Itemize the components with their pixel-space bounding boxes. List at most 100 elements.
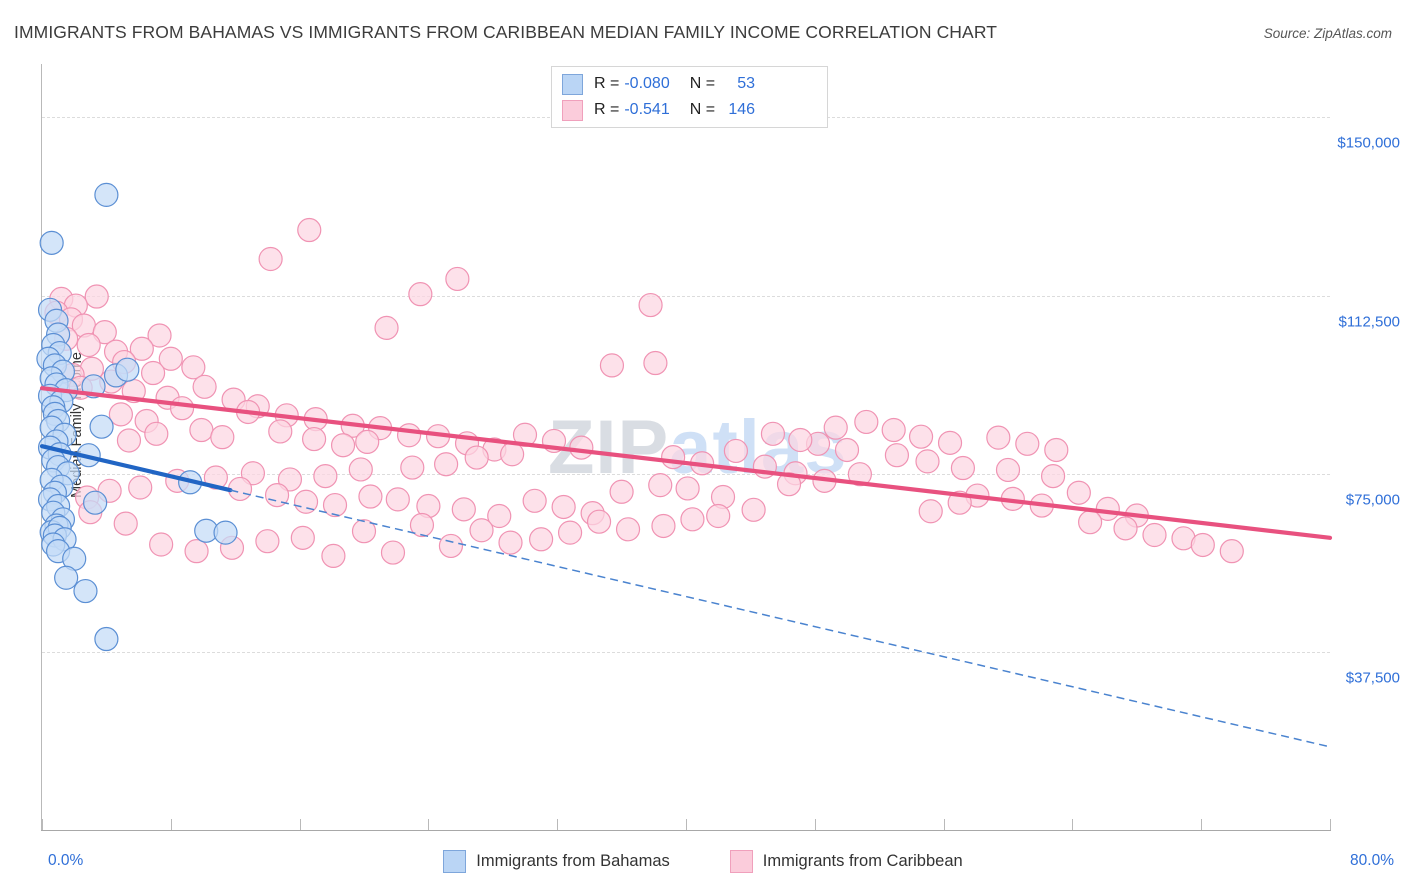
- stats-swatch-bahamas-icon: [562, 73, 583, 95]
- data-point-caribbean: [293, 489, 319, 514]
- data-point-caribbean: [396, 423, 422, 448]
- data-point-caribbean: [210, 425, 235, 450]
- data-point-caribbean: [675, 476, 700, 501]
- stats-swatch-caribbean-icon: [562, 99, 583, 121]
- data-point-caribbean: [149, 532, 174, 557]
- data-point-caribbean: [950, 455, 976, 481]
- x-axis-tick: [299, 819, 301, 830]
- data-point-caribbean: [1066, 480, 1091, 505]
- data-point-caribbean: [445, 266, 470, 292]
- data-point-caribbean: [995, 457, 1021, 483]
- legend-swatch-bahamas-icon: [443, 850, 467, 873]
- data-point-caribbean: [169, 396, 195, 421]
- x-axis-tick: [1072, 819, 1074, 830]
- data-point-caribbean: [358, 484, 383, 509]
- x-axis-tick: [42, 819, 43, 830]
- data-point-caribbean: [184, 539, 209, 564]
- data-point-caribbean: [113, 511, 138, 536]
- data-point-caribbean: [680, 507, 705, 532]
- x-axis-tick: [170, 819, 172, 830]
- data-point-caribbean: [986, 425, 1011, 450]
- legend-item-caribbean[interactable]: Immigrants from Caribbean: [729, 850, 963, 873]
- y-axis-tick-label: $37,500: [1345, 669, 1400, 687]
- data-point-caribbean: [322, 492, 348, 518]
- data-point-caribbean: [355, 429, 380, 454]
- data-point-caribbean: [551, 494, 576, 520]
- x-axis-tick: [1330, 819, 1331, 830]
- data-point-bahamas: [39, 230, 64, 255]
- data-point-caribbean: [380, 540, 406, 565]
- y-axis-title-wrap: Median Family Income: [0, 300, 85, 550]
- legend-label-caribbean: Immigrants from Caribbean: [762, 852, 963, 870]
- x-axis-label-max: 80.0%: [1350, 852, 1394, 869]
- data-point-caribbean: [385, 487, 410, 512]
- data-point-caribbean: [599, 353, 625, 378]
- data-point-caribbean: [264, 482, 290, 508]
- data-point-bahamas: [94, 626, 119, 652]
- data-point-caribbean: [1015, 431, 1040, 456]
- data-point-caribbean: [1040, 463, 1066, 489]
- data-point-caribbean: [268, 419, 293, 444]
- data-point-caribbean: [557, 520, 583, 545]
- data-point-caribbean: [258, 246, 283, 272]
- data-point-caribbean: [469, 518, 494, 543]
- data-point-caribbean: [116, 428, 142, 453]
- gridline: [42, 473, 1330, 475]
- data-point-caribbean: [400, 455, 425, 480]
- legend-item-bahamas[interactable]: Immigrants from Bahamas: [443, 850, 670, 873]
- data-point-caribbean: [409, 512, 435, 538]
- data-point-caribbean: [84, 284, 109, 309]
- data-point-caribbean: [330, 433, 356, 458]
- data-point-bahamas: [73, 578, 98, 604]
- data-point-caribbean: [706, 503, 731, 529]
- data-point-caribbean: [76, 332, 101, 358]
- scatter-layer: [36, 182, 1333, 748]
- data-point-caribbean: [881, 417, 906, 443]
- data-point-caribbean: [847, 462, 872, 487]
- data-point-caribbean: [908, 424, 934, 449]
- data-point-caribbean: [1219, 539, 1244, 564]
- trendline-bahamas-extrapolated: [230, 489, 1331, 748]
- data-point-caribbean: [487, 503, 512, 529]
- data-point-caribbean: [918, 499, 943, 524]
- data-point-caribbean: [586, 509, 612, 534]
- data-point-caribbean: [1078, 510, 1103, 535]
- data-point-caribbean: [937, 430, 963, 455]
- x-axis-tick: [1201, 819, 1203, 830]
- data-point-caribbean: [277, 467, 303, 492]
- data-point-caribbean: [438, 533, 464, 559]
- correlation-stats-box: R = -0.080 N = 53 R = -0.541 N = 146: [551, 66, 828, 128]
- data-point-caribbean: [348, 457, 373, 482]
- data-point-bahamas: [94, 182, 119, 207]
- data-point-caribbean: [108, 402, 133, 427]
- data-point-caribbean: [638, 292, 663, 318]
- source-label: Source: ZipAtlas.com: [1263, 26, 1392, 41]
- data-point-caribbean: [529, 527, 554, 552]
- stats-r-value-caribbean: -0.541: [624, 101, 670, 118]
- y-axis-tick-label: $150,000: [1337, 134, 1400, 152]
- data-point-caribbean: [788, 427, 813, 453]
- data-point-caribbean: [374, 315, 399, 340]
- x-axis-tick: [428, 819, 430, 830]
- data-point-caribbean: [408, 282, 433, 307]
- data-point-caribbean: [313, 463, 338, 489]
- data-point-caribbean: [723, 438, 749, 464]
- trendline-caribbean: [39, 386, 1333, 540]
- data-point-caribbean: [451, 497, 476, 522]
- data-point-caribbean: [434, 452, 459, 477]
- legend-swatch-caribbean-icon: [729, 850, 753, 873]
- stats-n-value-caribbean: 146: [728, 101, 756, 118]
- data-point-caribbean: [615, 517, 641, 542]
- x-axis-tick: [557, 819, 559, 830]
- data-point-caribbean: [192, 374, 217, 399]
- data-point-caribbean: [321, 543, 346, 569]
- data-point-caribbean: [498, 530, 523, 555]
- data-point-caribbean: [1044, 437, 1069, 463]
- data-point-caribbean: [651, 513, 676, 539]
- data-point-caribbean: [301, 426, 327, 452]
- x-axis-tick: [943, 819, 945, 830]
- gridline: [42, 295, 1330, 297]
- page-title: IMMIGRANTS FROM BAHAMAS VS IMMIGRANTS FR…: [14, 22, 998, 42]
- data-point-caribbean: [648, 473, 673, 498]
- data-point-caribbean: [915, 449, 940, 474]
